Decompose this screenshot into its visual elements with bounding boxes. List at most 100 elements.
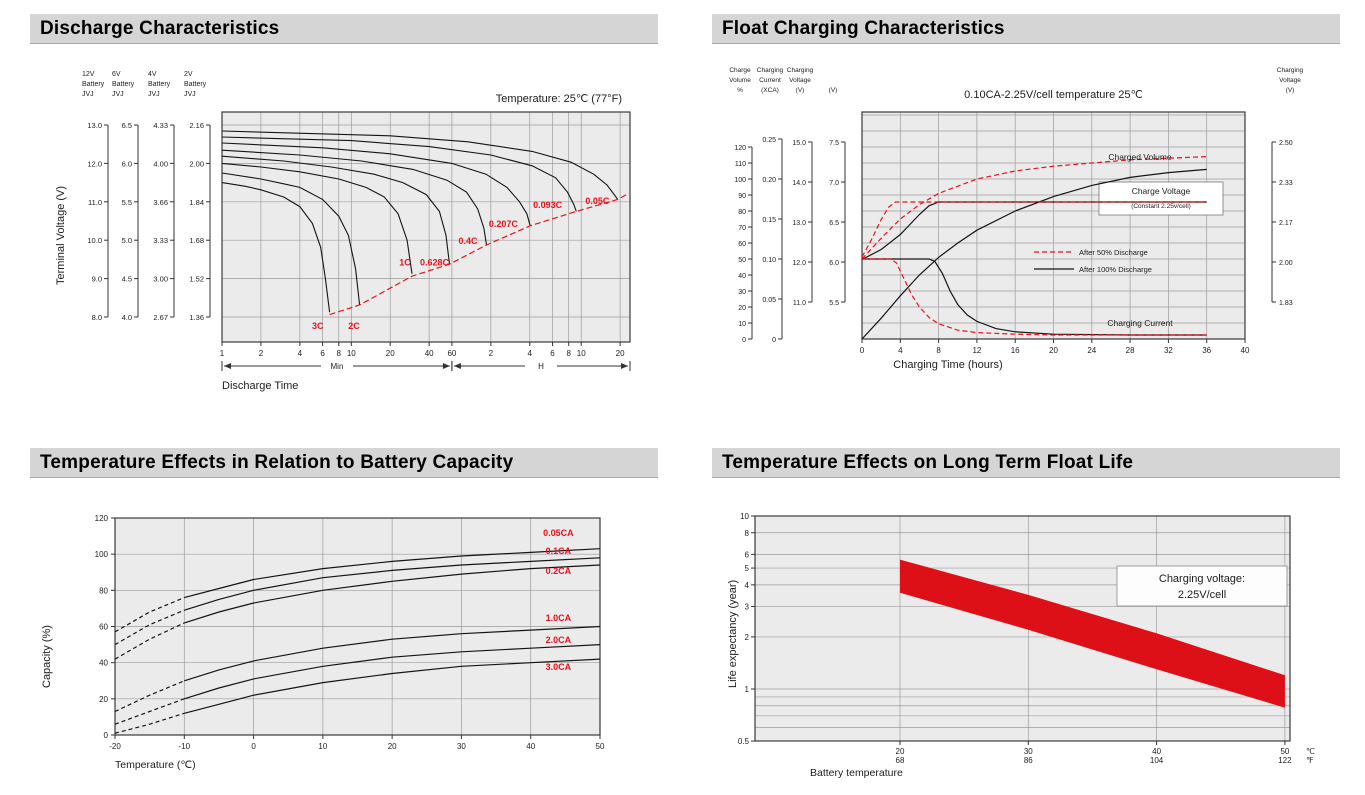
- svg-text:0.5: 0.5: [738, 737, 750, 746]
- svg-text:2: 2: [489, 349, 494, 358]
- svg-text:40: 40: [738, 273, 746, 280]
- svg-text:0.05: 0.05: [762, 297, 776, 304]
- svg-text:20: 20: [1049, 346, 1058, 355]
- svg-text:100: 100: [734, 177, 746, 184]
- svg-text:80: 80: [738, 209, 746, 216]
- svg-text:20: 20: [738, 305, 746, 312]
- svg-text:Discharge Time: Discharge Time: [222, 380, 298, 392]
- svg-text:11.0: 11.0: [88, 198, 102, 207]
- svg-text:Voltage: Voltage: [789, 77, 811, 84]
- svg-text:5.5: 5.5: [829, 300, 839, 307]
- svg-text:After 100% Discharge: After 100% Discharge: [1079, 265, 1152, 274]
- svg-text:50: 50: [738, 257, 746, 264]
- svg-text:40: 40: [425, 349, 434, 358]
- svg-text:2.00: 2.00: [189, 159, 204, 168]
- svg-text:60: 60: [447, 349, 456, 358]
- svg-text:Battery: Battery: [184, 81, 207, 88]
- svg-text:7.0: 7.0: [829, 180, 839, 187]
- svg-text:4: 4: [745, 581, 750, 590]
- svg-text:(XCA): (XCA): [761, 87, 779, 94]
- svg-text:70: 70: [738, 225, 746, 232]
- svg-text:80: 80: [99, 586, 108, 595]
- svg-text:Terminal Voltage (V): Terminal Voltage (V): [55, 186, 67, 285]
- svg-text:4.5: 4.5: [122, 275, 132, 284]
- svg-text:8: 8: [936, 346, 941, 355]
- float-life-chart: Charging voltage: 2.25V/cell 10 8 6 5 4 3 2 1 0.5 2…: [712, 488, 1365, 795]
- section-header-discharge-characteristics: Discharge Characteristics: [30, 14, 658, 44]
- svg-text:1.0CA: 1.0CA: [546, 613, 572, 623]
- svg-text:0.20: 0.20: [762, 177, 776, 184]
- svg-text:15.0: 15.0: [792, 140, 806, 147]
- svg-text:0.628C: 0.628C: [420, 257, 450, 267]
- svg-text:60: 60: [99, 623, 108, 632]
- svg-text:12.0: 12.0: [792, 260, 806, 267]
- svg-text:2C: 2C: [348, 321, 360, 331]
- svg-text:2.33: 2.33: [1279, 180, 1293, 187]
- svg-text:Battery: Battery: [112, 81, 135, 88]
- svg-text:5: 5: [745, 564, 750, 573]
- svg-text:6.5: 6.5: [122, 121, 132, 130]
- svg-text:Current: Current: [759, 77, 781, 84]
- svg-text:Charging: Charging: [787, 67, 814, 74]
- float-charging-chart-svg: 0.10CA-2.25V/cell temperature 25℃ Charge V…: [729, 67, 1303, 371]
- svg-text:0: 0: [104, 731, 109, 740]
- svg-text:13.0: 13.0: [87, 121, 102, 130]
- svg-text:50: 50: [1280, 747, 1289, 756]
- svg-text:6: 6: [745, 550, 750, 559]
- svg-text:1.68: 1.68: [189, 236, 204, 245]
- section-header-float-life: Temperature Effects on Long Term Float L…: [712, 448, 1340, 478]
- section-title-discharge: Discharge Characteristics: [40, 17, 280, 39]
- svg-text:Charging voltage:: Charging voltage:: [1159, 573, 1245, 585]
- temperature-capacity-chart: 0 20 40 60 80 100 120 -20 -10 0 10 20 30 40 50 0.05CA 0.…: [30, 488, 680, 793]
- svg-text:JVJ: JVJ: [148, 91, 160, 98]
- svg-text:40: 40: [99, 659, 108, 668]
- svg-text:2.16: 2.16: [189, 121, 204, 130]
- svg-text:36: 36: [1202, 346, 1211, 355]
- svg-text:3.66: 3.66: [153, 198, 168, 207]
- svg-text:90: 90: [738, 193, 746, 200]
- svg-text:12V: 12V: [82, 71, 95, 78]
- svg-text:0.05CA: 0.05CA: [543, 528, 574, 538]
- svg-text:4.33: 4.33: [153, 121, 168, 130]
- svg-text:0.25: 0.25: [762, 137, 776, 144]
- svg-text:0.10: 0.10: [762, 257, 776, 264]
- svg-text:8: 8: [566, 349, 571, 358]
- svg-text:Battery temperature: Battery temperature: [810, 767, 903, 779]
- svg-text:10: 10: [577, 349, 586, 358]
- svg-text:12: 12: [972, 346, 981, 355]
- svg-text:13.0: 13.0: [792, 220, 806, 227]
- svg-text:20: 20: [616, 349, 625, 358]
- svg-text:110: 110: [735, 161, 746, 168]
- svg-text:12.0: 12.0: [87, 159, 102, 168]
- svg-text:0: 0: [251, 742, 256, 751]
- svg-text:3.33: 3.33: [153, 236, 168, 245]
- section-title-temp-capacity: Temperature Effects in Relation to Batte…: [40, 451, 514, 473]
- svg-text:H: H: [538, 362, 544, 371]
- svg-text:-10: -10: [179, 742, 191, 751]
- svg-text:0: 0: [742, 337, 746, 344]
- svg-text:(Constant 2.25v/cell): (Constant 2.25v/cell): [1131, 203, 1191, 210]
- svg-text:120: 120: [734, 145, 746, 152]
- svg-text:2: 2: [259, 349, 264, 358]
- svg-text:(V): (V): [829, 87, 838, 94]
- svg-text:8: 8: [337, 349, 342, 358]
- svg-text:6: 6: [550, 349, 555, 358]
- svg-text:1.84: 1.84: [189, 198, 204, 207]
- svg-text:0.4C: 0.4C: [459, 236, 479, 246]
- temp-capacity-chart-svg: 0 20 40 60 80 100 120 -20 -10 0 10 20 30 40 50 0.05CA 0.…: [41, 514, 605, 771]
- svg-text:1.52: 1.52: [189, 275, 204, 284]
- svg-text:6.0: 6.0: [829, 260, 839, 267]
- svg-text:2.67: 2.67: [153, 313, 168, 322]
- svg-text:Charging Current: Charging Current: [1107, 318, 1173, 328]
- svg-text:2.00: 2.00: [1279, 260, 1293, 267]
- svg-text:8.0: 8.0: [92, 313, 102, 322]
- svg-text:28: 28: [1126, 346, 1135, 355]
- svg-text:0.10CA-2.25V/cell temperature: 0.10CA-2.25V/cell temperature 25℃: [964, 89, 1143, 101]
- svg-text:JVJ: JVJ: [82, 91, 94, 98]
- svg-text:20: 20: [99, 695, 108, 704]
- svg-text:6.0: 6.0: [122, 159, 132, 168]
- svg-text:40: 40: [526, 742, 535, 751]
- svg-text:0.2CA: 0.2CA: [546, 566, 572, 576]
- svg-text:(V): (V): [1286, 87, 1295, 94]
- svg-text:7.5: 7.5: [829, 140, 839, 147]
